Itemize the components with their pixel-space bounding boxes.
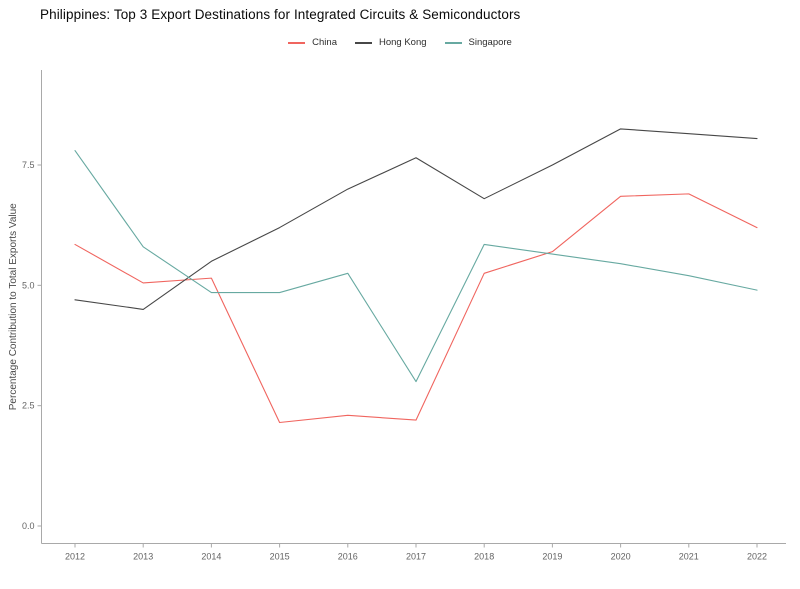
x-tick-label: 2021 xyxy=(679,552,699,562)
x-tick-label: 2013 xyxy=(133,552,153,562)
x-tick-label: 2016 xyxy=(338,552,358,562)
x-tick-label: 2018 xyxy=(474,552,494,562)
x-tick-label: 2014 xyxy=(201,552,221,562)
legend-label-singapore: Singapore xyxy=(468,37,512,48)
legend-item-china: China xyxy=(288,37,337,48)
legend-label-hong-kong: Hong Kong xyxy=(378,37,427,48)
x-tick-label: 2019 xyxy=(542,552,562,562)
line-china xyxy=(74,193,758,424)
x-tick-label: 2012 xyxy=(65,552,85,562)
x-tick-label: 2022 xyxy=(747,552,767,562)
y-axis-title: Percentage Contribution to Total Exports… xyxy=(8,203,19,410)
legend-swatch-singapore xyxy=(444,41,462,44)
line-singapore xyxy=(74,150,758,383)
legend: China Hong Kong Singapore xyxy=(0,37,800,48)
chart-title: Philippines: Top 3 Export Destinations f… xyxy=(40,7,521,22)
y-tick-label: 2.5 xyxy=(22,401,35,411)
y-tick-label: 7.5 xyxy=(22,160,35,170)
x-tick-label: 2020 xyxy=(611,552,631,562)
legend-item-singapore: Singapore xyxy=(444,37,512,48)
y-tick-label: 0.0 xyxy=(22,521,35,531)
x-tick-label: 2015 xyxy=(270,552,290,562)
legend-swatch-china xyxy=(288,41,306,44)
legend-item-hong-kong: Hong Kong xyxy=(354,37,427,48)
x-tick-label: 2017 xyxy=(406,552,426,562)
legend-swatch-hong-kong xyxy=(354,41,372,44)
legend-label-china: China xyxy=(312,37,337,48)
line-hong-kong xyxy=(74,128,758,310)
y-tick-label: 5.0 xyxy=(22,280,35,290)
